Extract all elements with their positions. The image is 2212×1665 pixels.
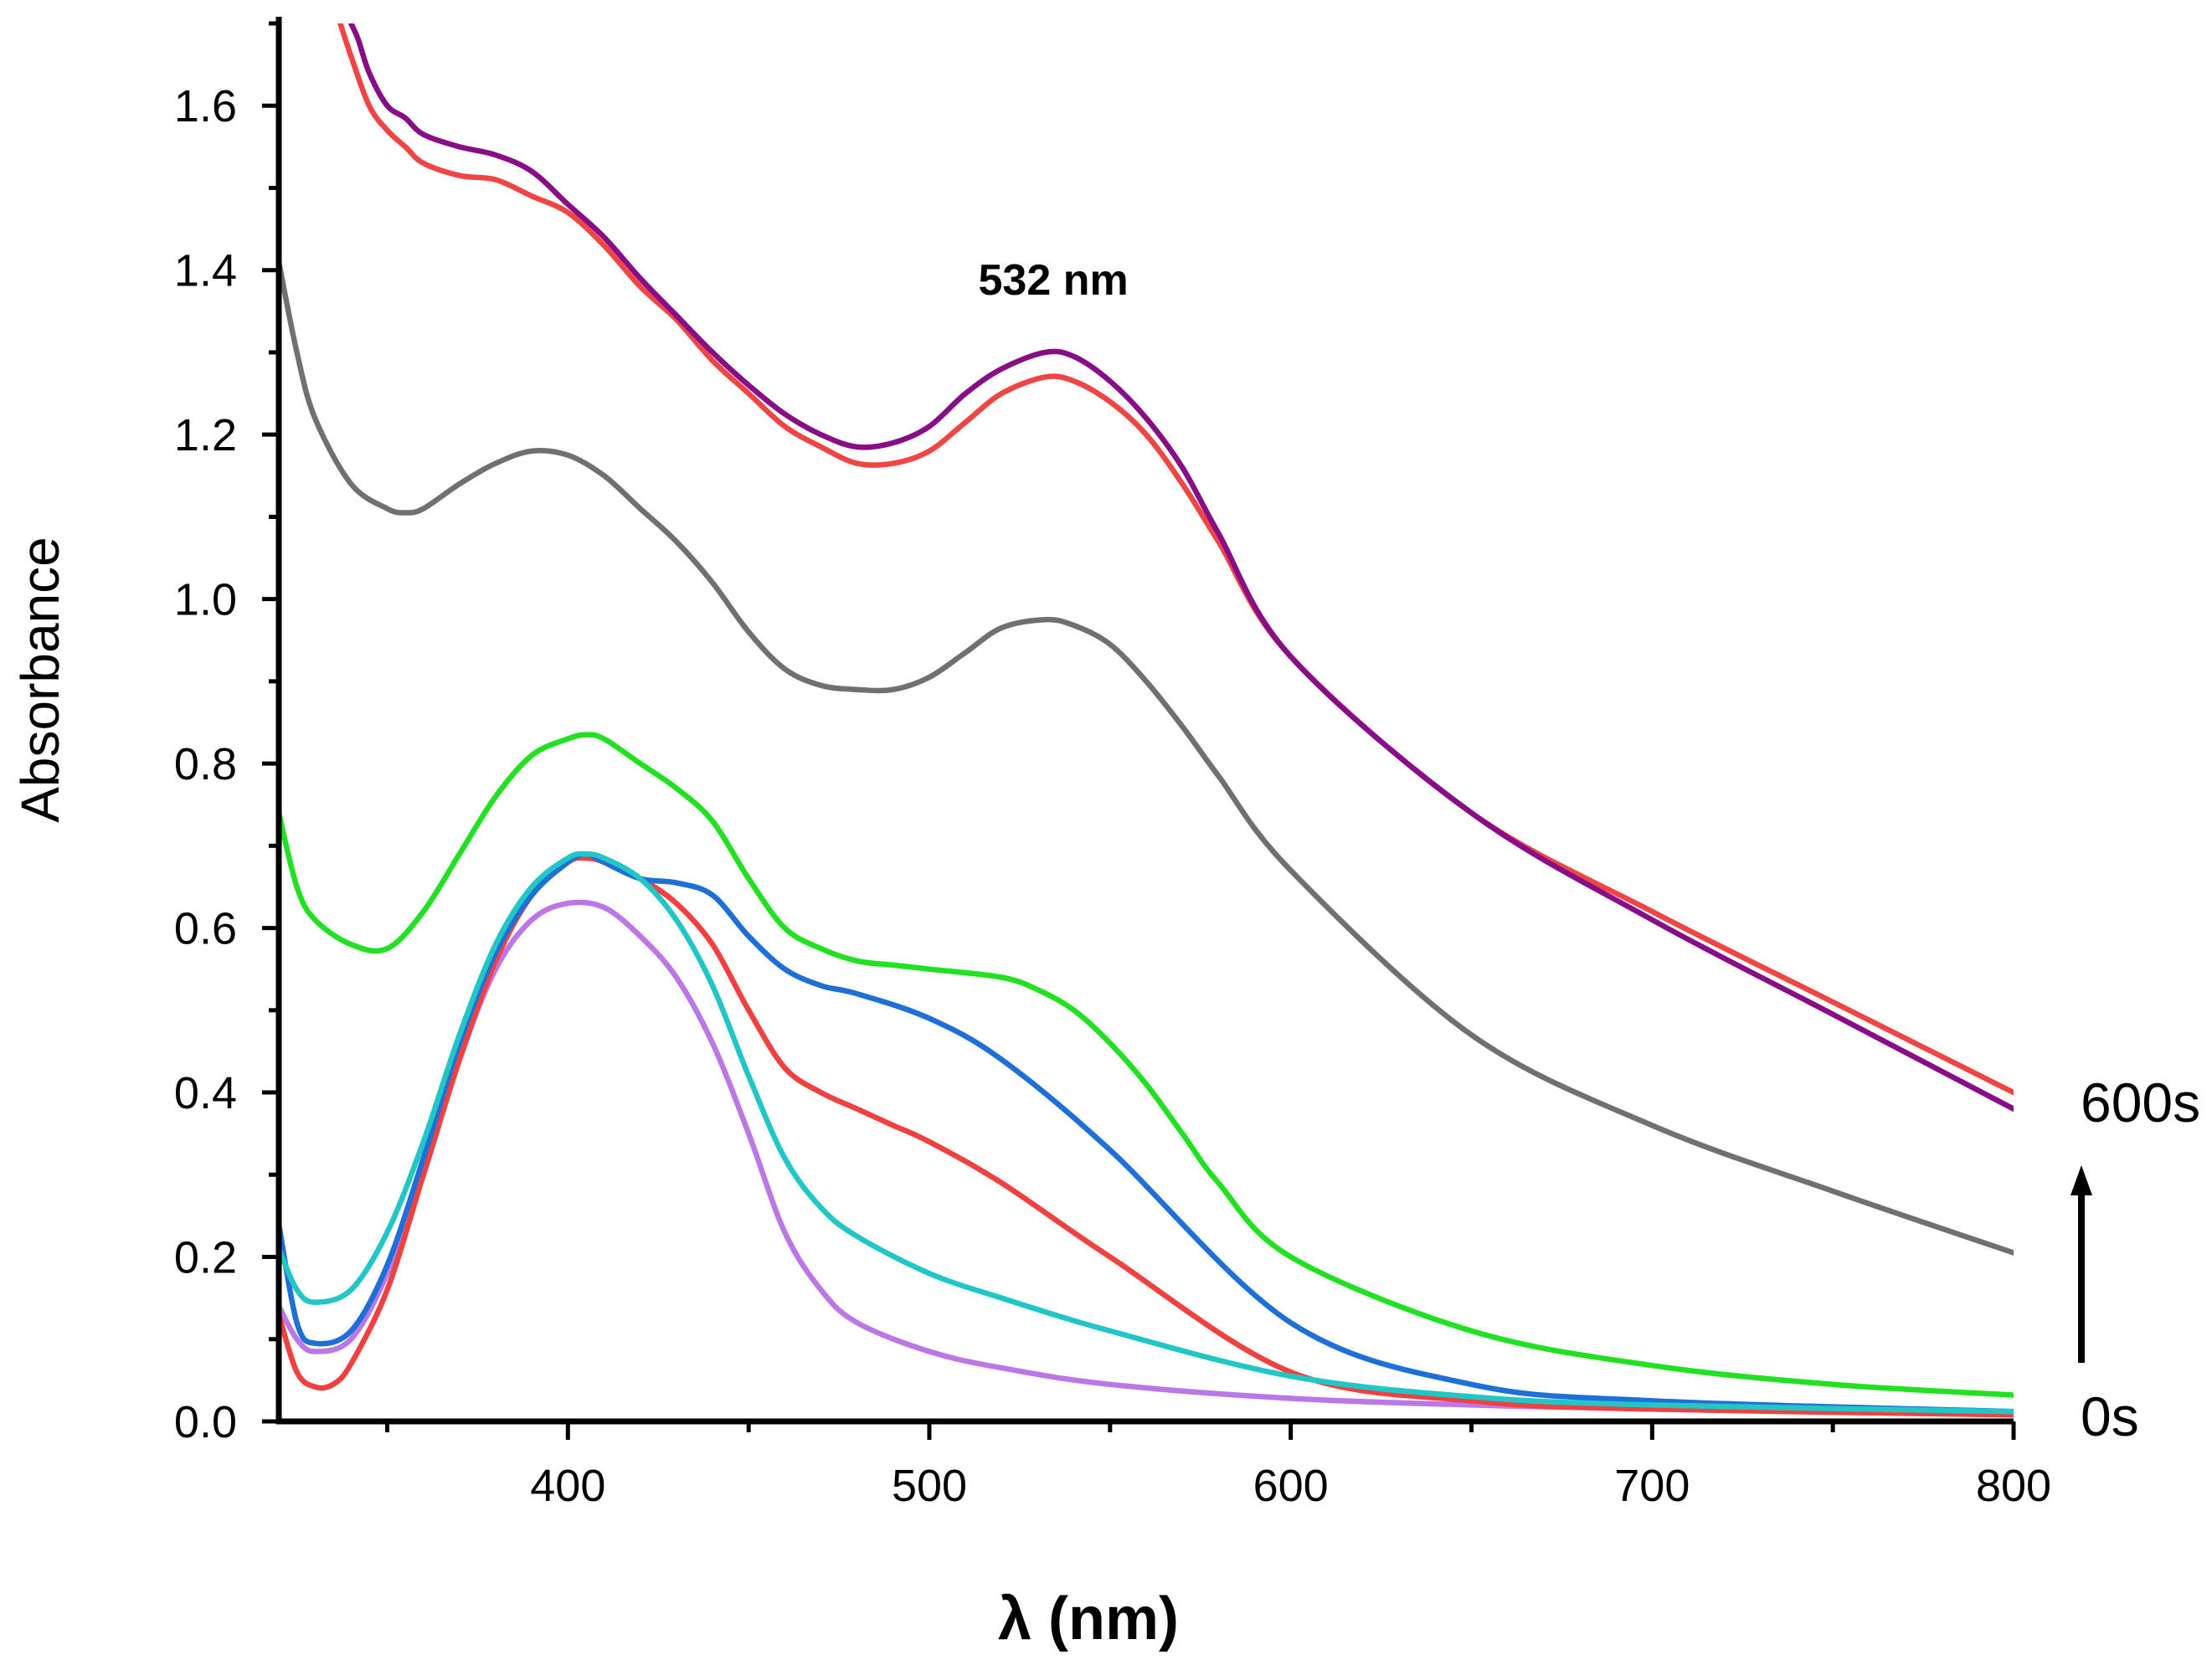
series-line-t3: [279, 850, 2014, 1415]
x-ticks: 400 500 600 700 800: [385, 1421, 2051, 1511]
series-line-t5: [279, 732, 2014, 1398]
y-tick-label: 0.8: [174, 739, 237, 789]
x-tick-label: 500: [892, 1461, 967, 1511]
y-tick-label: 1.4: [174, 246, 237, 296]
series-line-t1: [279, 899, 2014, 1418]
y-tick-label: 1.0: [174, 575, 237, 625]
x-tick-label: 600: [1253, 1461, 1329, 1511]
start-time-label: 0s: [2081, 1385, 2139, 1447]
series-line-t6: [279, 259, 2014, 1256]
series-line-t2: [279, 855, 2014, 1418]
y-tick-label: 1.2: [174, 410, 237, 460]
series-layer: [279, 23, 2014, 1418]
series-line-t7: [337, 23, 2014, 1096]
y-tick-label: 0.6: [174, 904, 237, 954]
peak-annotation: 532 nm: [979, 256, 1129, 305]
series-line-t8: [348, 23, 2014, 1112]
y-tick-label: 0.0: [174, 1397, 237, 1447]
y-tick-label: 1.6: [174, 81, 237, 131]
series-line-t4: [279, 850, 2014, 1415]
end-time-label: 600s: [2081, 1071, 2200, 1133]
x-tick-label: 400: [530, 1461, 605, 1511]
y-ticks: 0.0 0.2 0.4 0.6 0.8 1.0 1.2 1.4 1.6: [174, 21, 279, 1447]
y-axis-label: Absorbance: [10, 537, 70, 823]
x-tick-label: 800: [1976, 1461, 2051, 1511]
y-tick-label: 0.4: [174, 1068, 237, 1118]
x-axis-label: λ (nm): [998, 1585, 1179, 1652]
x-tick-label: 700: [1614, 1461, 1690, 1511]
time-arrow-head: [2071, 1165, 2092, 1195]
y-tick-label: 0.2: [174, 1233, 237, 1283]
